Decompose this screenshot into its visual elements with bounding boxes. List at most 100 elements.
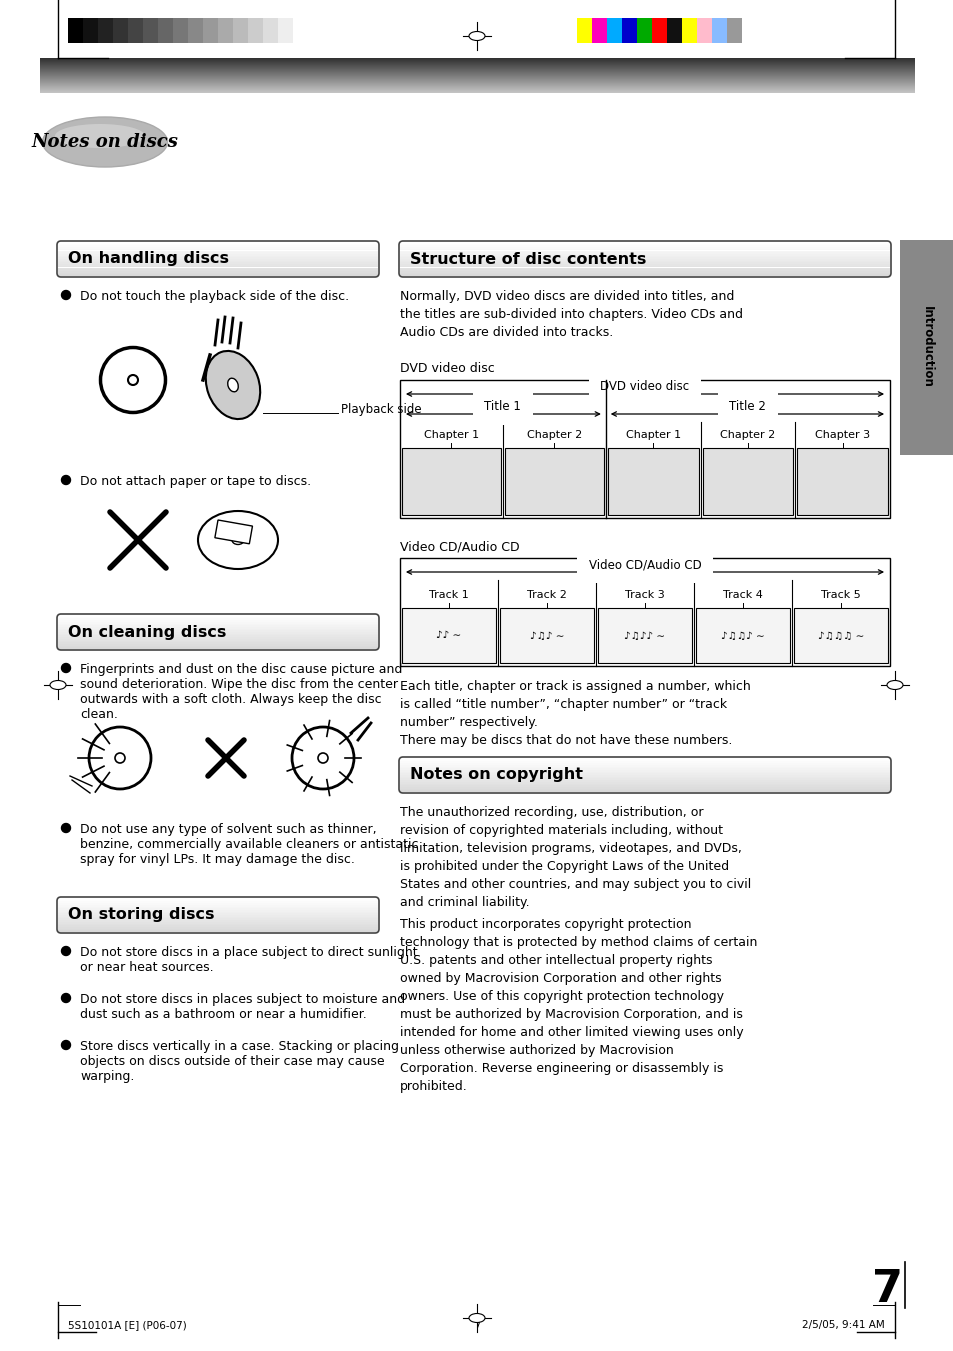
Bar (68, 18, 83, 43)
Text: Title 2: Title 2 (729, 400, 765, 413)
Bar (58, 619, 377, 620)
Bar (504, 449, 603, 515)
Bar (58, 243, 377, 246)
Bar (651, 18, 666, 43)
Bar (399, 769, 889, 770)
Ellipse shape (886, 681, 902, 689)
Bar (58, 263, 377, 266)
Bar (399, 242, 889, 243)
Bar (58, 247, 377, 249)
Ellipse shape (100, 347, 165, 412)
Bar (399, 261, 889, 262)
Bar (399, 262, 889, 263)
Bar (58, 620, 377, 621)
Text: 7: 7 (871, 1269, 902, 1310)
Text: Chapter 1: Chapter 1 (625, 430, 680, 440)
Bar (58, 626, 377, 627)
Bar (58, 269, 377, 272)
Bar (58, 272, 377, 273)
Text: Notes on copyright: Notes on copyright (410, 767, 582, 782)
Bar (399, 762, 889, 763)
Bar (58, 261, 377, 262)
Bar (399, 254, 889, 255)
Text: DVD video disc: DVD video disc (599, 380, 689, 393)
Ellipse shape (115, 753, 125, 763)
Bar (399, 759, 889, 762)
Ellipse shape (317, 753, 328, 763)
Bar (83, 18, 98, 43)
Text: Track 1: Track 1 (429, 590, 468, 600)
Text: Do not use any type of solvent such as thinner,
benzine, commercially available : Do not use any type of solvent such as t… (80, 823, 418, 866)
Bar (58, 646, 377, 647)
Bar (399, 259, 889, 261)
Bar (58, 917, 377, 919)
Bar (399, 786, 889, 789)
Bar (793, 608, 887, 663)
Circle shape (61, 993, 71, 1002)
Text: Chapter 2: Chapter 2 (526, 430, 581, 440)
Circle shape (61, 1040, 71, 1050)
Bar (58, 924, 377, 925)
Bar (58, 928, 377, 931)
Text: On handling discs: On handling discs (68, 251, 229, 266)
Ellipse shape (292, 727, 354, 789)
Bar (58, 921, 377, 924)
Bar (399, 758, 889, 759)
Text: ♪♫♫♪ ∼: ♪♫♫♪ ∼ (720, 631, 764, 640)
Bar (128, 18, 143, 43)
Bar (58, 627, 377, 628)
Bar (399, 766, 889, 769)
Text: Track 4: Track 4 (722, 590, 762, 600)
Ellipse shape (469, 1313, 484, 1323)
Bar (726, 18, 741, 43)
Bar (399, 253, 889, 254)
Bar (499, 608, 594, 663)
Bar (58, 267, 377, 269)
Ellipse shape (206, 351, 260, 419)
Bar (797, 449, 887, 515)
Bar (58, 273, 377, 274)
Bar (697, 18, 711, 43)
Bar (172, 18, 188, 43)
Text: Store discs vertically in a case. Stacking or placing
objects on discs outside o: Store discs vertically in a case. Stacki… (80, 1040, 398, 1084)
Bar (58, 634, 377, 635)
Bar (58, 900, 377, 901)
Bar (58, 274, 377, 276)
Text: Fingerprints and dust on the disc cause picture and
sound deterioration. Wipe th: Fingerprints and dust on the disc cause … (80, 663, 402, 721)
Text: Structure of disc contents: Structure of disc contents (410, 251, 646, 266)
Bar (58, 616, 377, 619)
Bar (399, 269, 889, 272)
Bar (399, 770, 889, 771)
Bar (58, 908, 377, 911)
Ellipse shape (198, 511, 277, 569)
Bar (58, 640, 377, 642)
Bar (399, 784, 889, 785)
Bar (399, 785, 889, 786)
Bar (666, 18, 681, 43)
Bar (58, 647, 377, 648)
Text: Playback side: Playback side (340, 404, 421, 416)
Bar (58, 912, 377, 913)
Text: Do not touch the playback side of the disc.: Do not touch the playback side of the di… (80, 290, 349, 303)
Text: Do not attach paper or tape to discs.: Do not attach paper or tape to discs. (80, 476, 311, 488)
Bar (399, 273, 889, 274)
Text: The unauthorized recording, use, distribution, or
revision of copyrighted materi: The unauthorized recording, use, distrib… (399, 807, 750, 909)
Ellipse shape (128, 376, 138, 385)
Text: Track 3: Track 3 (624, 590, 664, 600)
Text: 5S10101A [E] (P06-07): 5S10101A [E] (P06-07) (68, 1320, 187, 1329)
Bar (58, 621, 377, 624)
Bar (401, 449, 500, 515)
Bar (58, 931, 377, 932)
Bar (592, 18, 606, 43)
Ellipse shape (469, 31, 484, 41)
Bar (399, 773, 889, 775)
Bar (399, 249, 889, 250)
Text: Track 2: Track 2 (526, 590, 566, 600)
Bar (696, 608, 789, 663)
Bar (58, 254, 377, 255)
Bar (58, 905, 377, 907)
Bar (58, 642, 377, 644)
Bar (58, 907, 377, 908)
Bar (399, 257, 889, 259)
Bar (143, 18, 158, 43)
